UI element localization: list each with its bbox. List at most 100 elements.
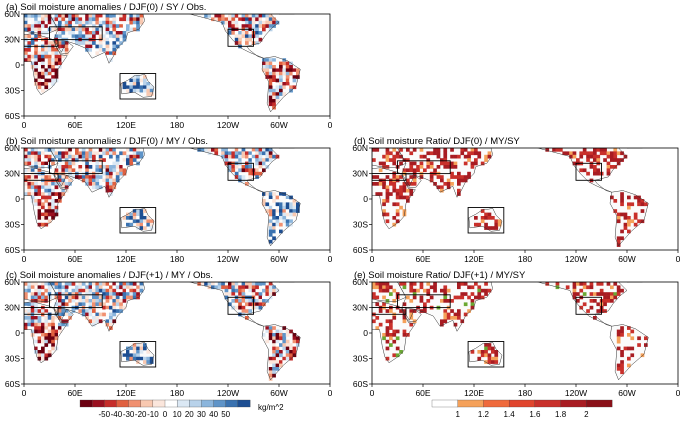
grid-cell (58, 302, 62, 307)
grid-cell (51, 209, 55, 213)
grid-cell (446, 182, 451, 186)
grid-cell (44, 41, 49, 45)
grid-cell (139, 212, 144, 217)
grid-cell (71, 282, 76, 286)
grid-cell (251, 20, 256, 25)
grid-cell (627, 216, 631, 220)
grid-cell (399, 161, 403, 166)
grid-cell (292, 346, 297, 351)
grid-cell (389, 285, 393, 290)
grid-cell (275, 360, 280, 364)
grid-cell (268, 377, 273, 381)
grid-cell (241, 24, 246, 28)
grid-cell (429, 285, 434, 290)
grid-cell (27, 188, 32, 193)
grid-cell (474, 161, 478, 166)
grid-cell (268, 151, 273, 156)
grid-cell (262, 58, 266, 62)
grid-cell (436, 148, 441, 152)
grid-cell (88, 178, 93, 183)
grid-cell (75, 292, 79, 296)
anomaly-colorbar-swatch (213, 399, 227, 408)
grid-cell (102, 288, 106, 293)
grid-cell (268, 373, 273, 378)
grid-cell (389, 343, 393, 347)
grid-cell (34, 61, 38, 66)
grid-cell (81, 292, 86, 296)
ratio-colorbar-label: 1.8 (555, 410, 567, 419)
grid-cell (627, 202, 631, 207)
grid-cell (623, 154, 628, 159)
grid-cell (248, 34, 253, 39)
grid-cell (64, 148, 69, 152)
grid-cell (47, 58, 52, 62)
grid-cell (255, 285, 259, 290)
grid-cell (285, 75, 290, 79)
grid-cell (620, 195, 624, 200)
grid-cell (477, 151, 482, 156)
grid-cell (47, 175, 52, 179)
grid-cell (24, 58, 28, 62)
box-central-asia (49, 160, 103, 175)
grid-cell (34, 319, 38, 324)
grid-cell (480, 350, 485, 354)
grid-cell (255, 161, 259, 166)
grid-cell (58, 165, 62, 169)
grid-cell (47, 61, 52, 66)
grid-cell (41, 75, 45, 79)
grid-cell (115, 292, 120, 296)
grid-cell (64, 165, 69, 169)
grid-cell (54, 192, 59, 196)
grid-cell (34, 295, 38, 300)
grid-cell (88, 44, 93, 49)
grid-cell (47, 292, 52, 296)
grid-cell (102, 148, 106, 152)
grid-cell (64, 14, 69, 18)
grid-cell (129, 285, 134, 290)
grid-cell (54, 41, 59, 45)
grid-cell (109, 292, 113, 296)
y-tick-label: 30S (5, 86, 20, 96)
grid-cell (58, 17, 62, 22)
grid-cell (457, 175, 461, 179)
grid-cell (136, 292, 140, 296)
coastline-asia (397, 148, 493, 198)
grid-cell (623, 216, 628, 220)
grid-cell (37, 356, 42, 361)
grid-cell (406, 295, 410, 300)
grid-cell (289, 68, 293, 73)
grid-cell (112, 48, 117, 52)
grid-cell (64, 151, 69, 156)
grid-cell (412, 148, 417, 152)
grid-cell (494, 350, 499, 354)
grid-cell (85, 285, 89, 290)
grid-cell (105, 299, 110, 303)
grid-cell (392, 148, 397, 152)
grid-cell (132, 346, 137, 351)
grid-cell (402, 333, 407, 337)
x-tick-label: 0 (676, 388, 681, 398)
grid-cell (58, 154, 62, 159)
grid-cell (620, 229, 624, 234)
land-asia (397, 282, 493, 332)
grid-cell (30, 192, 35, 196)
grid-cell (95, 282, 100, 286)
y-tick-label: 0 (363, 194, 368, 204)
grid-cell (54, 61, 59, 66)
grid-cell (44, 165, 49, 169)
grid-cell (112, 17, 117, 22)
grid-cell (64, 48, 69, 52)
grid-cell (44, 78, 49, 83)
grid-cell (272, 78, 276, 83)
grid-cell (88, 20, 93, 25)
grid-cell (92, 295, 96, 300)
grid-cell (64, 154, 69, 159)
grid-cell (44, 188, 49, 193)
grid-cell (589, 305, 594, 310)
ratio-colorbar-swatch (534, 399, 561, 408)
grid-cell (443, 161, 448, 166)
grid-cell (596, 171, 601, 176)
grid-cell (262, 202, 266, 207)
grid-cell (64, 288, 69, 293)
